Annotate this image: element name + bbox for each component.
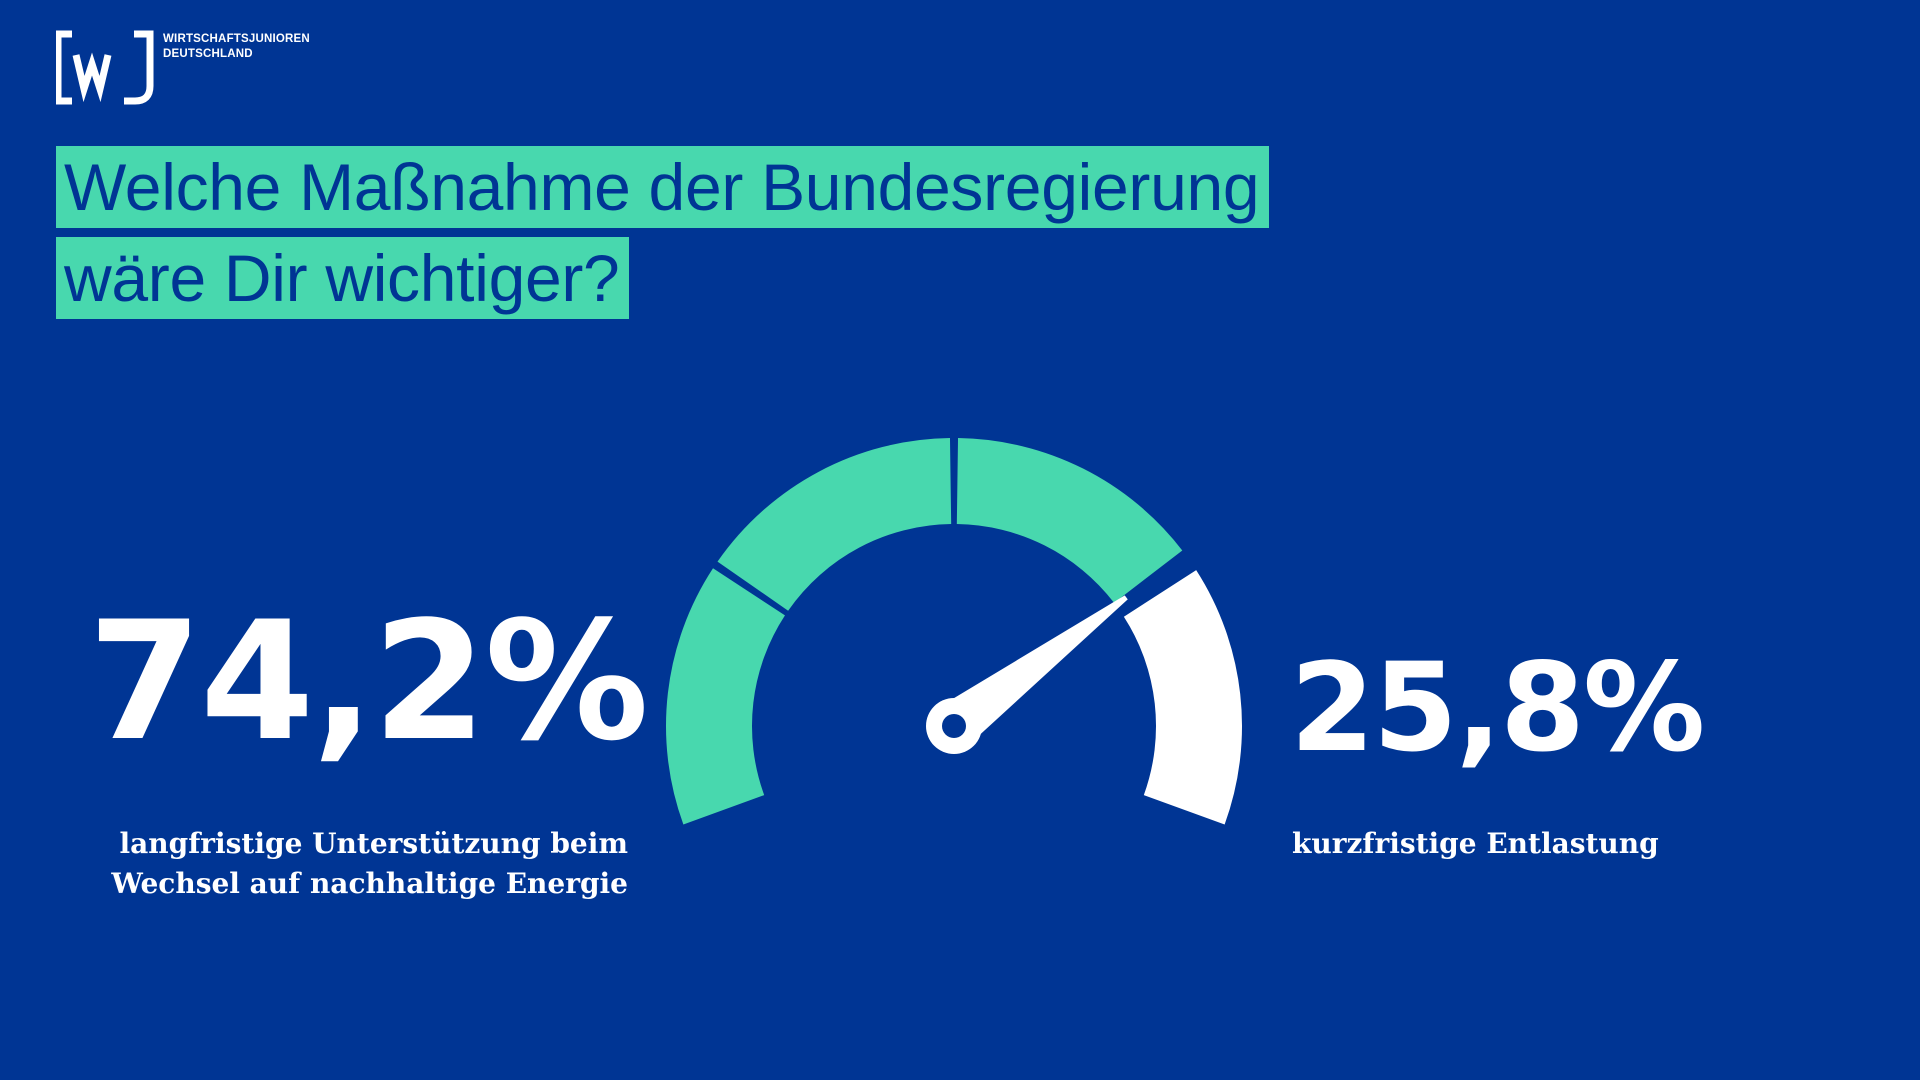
gauge-segment-primary-band-1 <box>666 568 785 825</box>
logo-name-line-1: WIRTSCHAFTSJUNIOREN <box>163 33 310 45</box>
caption-right: kurzfristige Entlastung <box>1292 827 1659 860</box>
title-line-1: Welche Maßnahme der Bundesregierung <box>56 146 1270 228</box>
gauge-needle <box>939 595 1128 746</box>
value-right: 25,8% <box>1290 637 1705 779</box>
logo: WIRTSCHAFTSJUNIOREN DEUTSCHLAND <box>56 30 336 110</box>
logo-name-line-2: DEUTSCHLAND <box>163 48 253 60</box>
gauge-needle-hub-center <box>942 714 966 738</box>
gauge-segment-primary-band-3 <box>956 438 1183 603</box>
wj-logo-mark <box>56 30 154 105</box>
gauge-segment-primary-band-2 <box>717 438 952 611</box>
title-line-2: wäre Dir wichtiger? <box>56 237 630 319</box>
value-left: 74,2% <box>88 586 649 777</box>
logo-wordmark: WIRTSCHAFTSJUNIOREN DEUTSCHLAND <box>163 32 310 62</box>
gauge-segment-secondary <box>1123 570 1242 825</box>
caption-left-line-1: langfristige Unterstützung beim <box>119 827 628 860</box>
caption-left-line-2: Wechsel auf nachhaltige Energie <box>111 867 628 900</box>
caption-left: langfristige Unterstützung beim Wechsel … <box>80 824 628 904</box>
